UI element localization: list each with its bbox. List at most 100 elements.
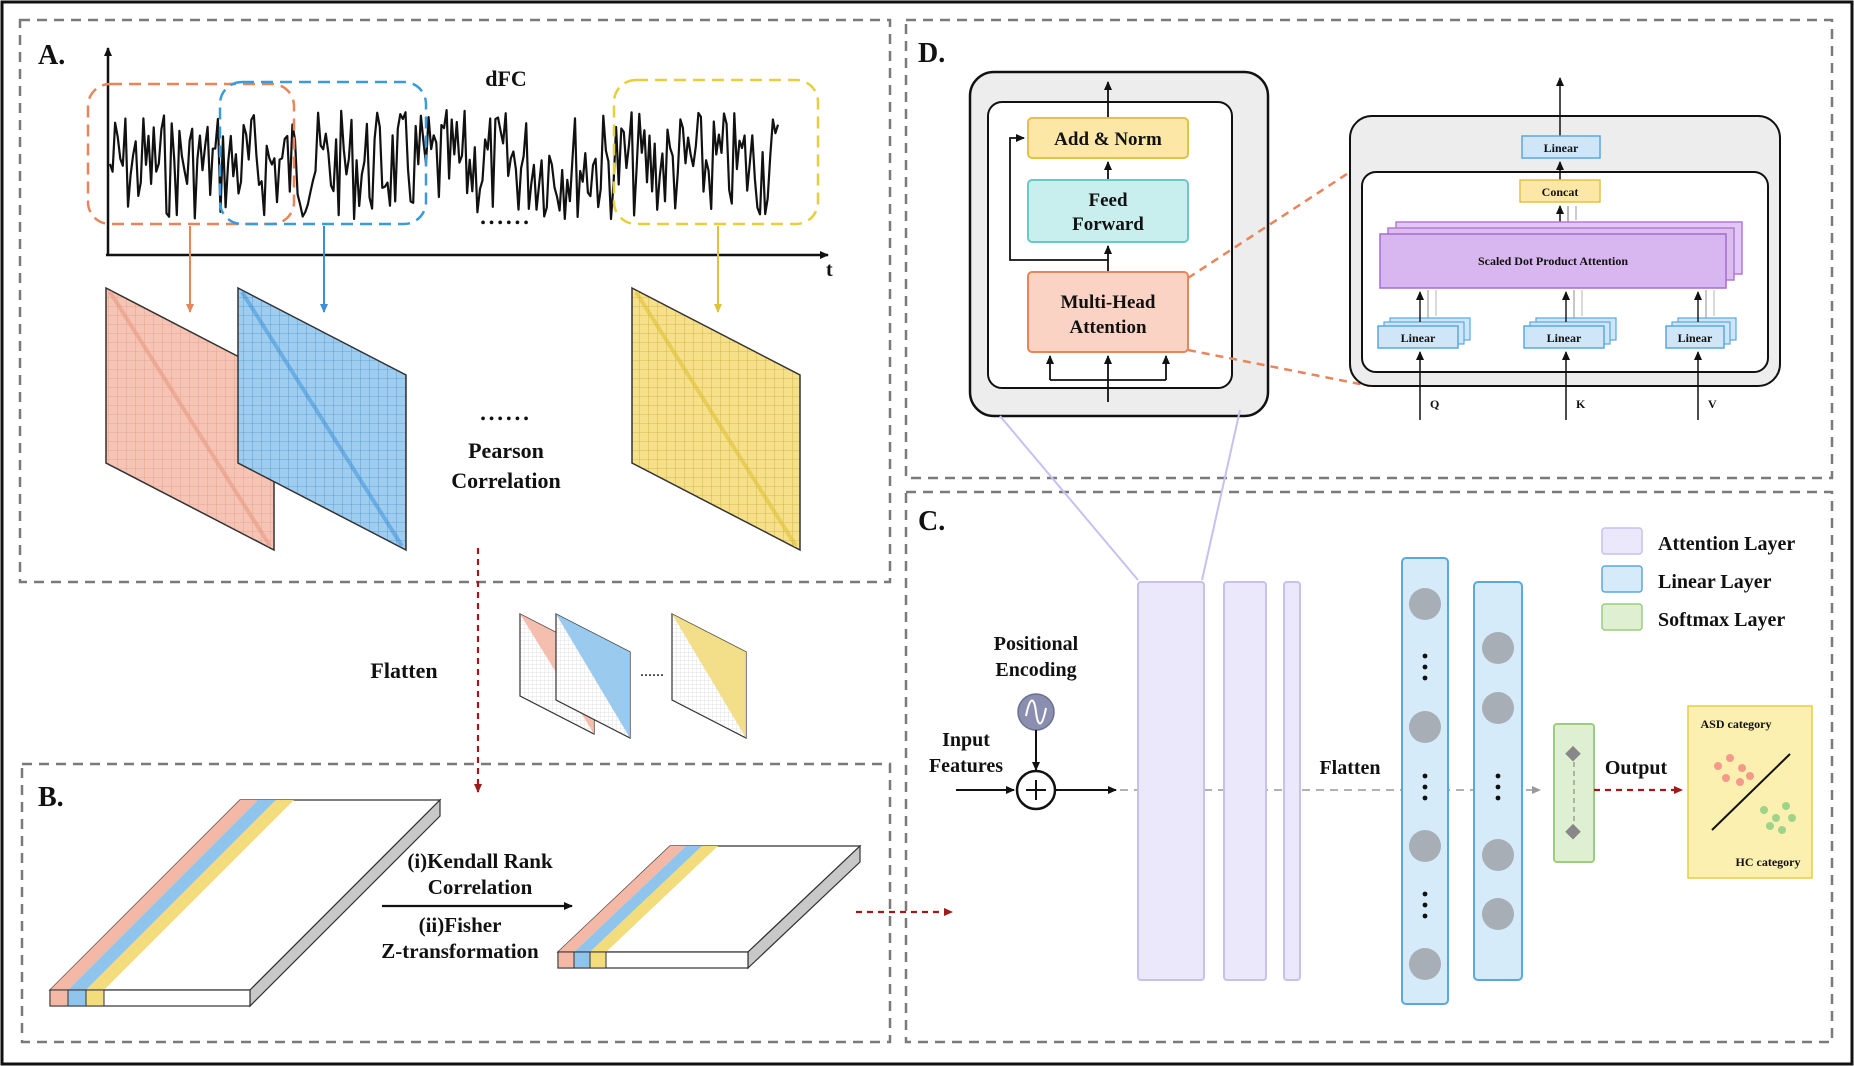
output-label: Output (1605, 757, 1668, 779)
zoom-line-top (1187, 170, 1351, 280)
neuron-node (1482, 898, 1514, 930)
linear-k-box (1523, 325, 1605, 349)
mha-label-2: Attention (1069, 317, 1146, 338)
neuron-node (1409, 948, 1441, 980)
panel-b-label: B. (38, 782, 64, 813)
legend-linear-label: Linear Layer (1658, 571, 1772, 593)
ellipsis-top: •••••• (480, 215, 532, 232)
sdpa-box (1379, 233, 1727, 289)
add-norm-label: Add & Norm (1054, 129, 1162, 150)
flatten-ellipsis: ...... (640, 663, 664, 680)
feed-forward-label-2: Forward (1072, 214, 1144, 235)
dfc-timeseries (108, 108, 780, 221)
asd-points (1714, 754, 1754, 786)
input-features-label-1: Input (942, 729, 990, 751)
attention-layer-3 (1283, 581, 1301, 981)
zoom-purple-right (1201, 409, 1241, 581)
slab-1-stripe-salmon (50, 800, 258, 990)
feed-forward-box (1027, 179, 1189, 243)
softmax-node-bottom (1565, 823, 1581, 840)
neuron-ellipsis (1422, 675, 1428, 681)
residual-connection (1009, 134, 1108, 261)
zoom-purple-left (999, 415, 1139, 581)
sdpa-label: Scaled Dot Product Attention (1478, 254, 1628, 268)
panel-d-label: D. (918, 38, 945, 69)
v-label: V (1708, 397, 1717, 411)
attention-layer-2 (1223, 581, 1267, 981)
neuron-node (1482, 632, 1514, 664)
attention-layer-1 (1137, 581, 1205, 981)
linear-k-label: Linear (1547, 331, 1582, 345)
fisher-label-2: Z-transformation (381, 939, 539, 963)
linear-top-label: Linear (1544, 141, 1579, 155)
feed-forward-label-1: Feed (1088, 190, 1127, 211)
panel-d-frame (904, 18, 1834, 480)
panel-c-frame (904, 490, 1834, 1044)
legend-attention-label: Attention Layer (1658, 533, 1795, 555)
slab-1-stripe-blue (68, 800, 276, 990)
legend-softmax-swatch (1601, 603, 1643, 631)
panel-a-label: A. (38, 40, 65, 71)
neuron-node (1482, 692, 1514, 724)
neuron-node (1409, 588, 1441, 620)
neuron-ellipsis (1422, 913, 1428, 919)
slab-2-front-blue (573, 951, 591, 969)
neuron-ellipsis (1422, 773, 1428, 779)
neuron-node (1482, 839, 1514, 871)
concat-label: Concat (1542, 185, 1579, 199)
linear-layer-2-nodes (1482, 632, 1514, 930)
fc-matrix-2-diagonal (240, 290, 404, 548)
panel-b-frame (20, 762, 892, 1044)
neuron-ellipsis (1495, 795, 1501, 801)
fc-matrix-n-diagonal (634, 290, 798, 548)
slab-2-front-salmon (557, 951, 575, 969)
zoom-line-bottom (1187, 348, 1371, 388)
slab-2-stripe-yellow (590, 846, 718, 952)
sine-wave-icon (1025, 699, 1047, 725)
legend-linear-swatch (1601, 565, 1643, 593)
panel-a-frame (18, 18, 892, 584)
neuron-ellipsis (1422, 664, 1428, 670)
linear-v-box (1665, 325, 1725, 349)
slab-1-front-salmon (49, 989, 69, 1007)
c-flatten-label: Flatten (1319, 757, 1380, 779)
mha-box (1027, 271, 1189, 353)
slab-1-front-blue (67, 989, 87, 1007)
panel-c-label: C. (918, 506, 945, 537)
linear-layer-1 (1401, 557, 1449, 1005)
slab-2-stripe-blue (574, 846, 702, 952)
hc-points (1760, 802, 1796, 834)
mha-label-1: Multi-Head (1061, 292, 1156, 313)
neuron-ellipsis (1422, 902, 1428, 908)
window-1 (86, 82, 296, 226)
neuron-ellipsis (1422, 653, 1428, 659)
neuron-ellipsis (1422, 784, 1428, 790)
q-label: Q (1430, 397, 1439, 411)
decision-boundary (1711, 753, 1791, 831)
pearson-label-2: Correlation (451, 468, 561, 493)
flatten-label: Flatten (370, 658, 437, 683)
kendall-label-2: Correlation (428, 875, 533, 899)
neuron-ellipsis (1422, 795, 1428, 801)
linear-top-box (1521, 135, 1601, 159)
legend: Attention Layer Linear Layer Softmax Lay… (1601, 527, 1795, 631)
neuron-node (1409, 711, 1441, 743)
neuron-ellipsis (1495, 773, 1501, 779)
slab-2-stripe-salmon (558, 846, 686, 952)
slab-2-front-yellow (589, 951, 607, 969)
add-norm-box (1027, 117, 1189, 159)
neuron-ellipsis (1495, 784, 1501, 790)
k-label: K (1576, 397, 1586, 411)
ellipsis-mid: •••••• (480, 411, 532, 428)
linear-q-box (1377, 325, 1459, 349)
linear-layer-2 (1473, 581, 1523, 981)
window-2 (218, 80, 428, 226)
asd-category-label: ASD category (1701, 717, 1772, 731)
kendall-label-1: (i)Kendall Rank (407, 849, 553, 873)
time-axis-label: t (826, 259, 833, 281)
linear-layer-1-nodes (1409, 588, 1441, 980)
positional-label-2: Encoding (995, 659, 1076, 681)
slab-1-front-yellow (85, 989, 105, 1007)
neuron-ellipsis (1422, 891, 1428, 897)
